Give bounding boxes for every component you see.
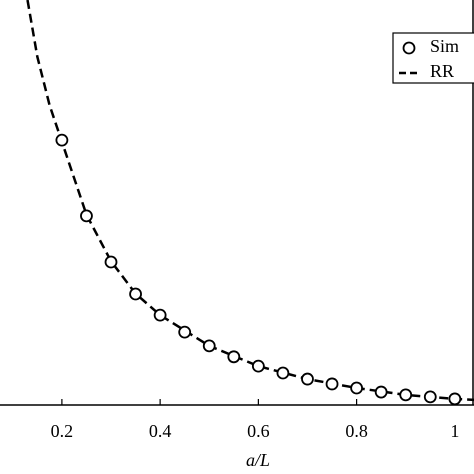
marker	[399, 388, 413, 402]
x-tick-label: 0.2	[51, 421, 74, 441]
line	[26, 0, 474, 402]
marker	[448, 392, 462, 405]
plot-area	[26, 0, 474, 405]
marker	[153, 308, 167, 322]
legend-box	[392, 32, 474, 84]
marker	[178, 325, 192, 339]
marker	[202, 339, 216, 353]
marker	[301, 372, 314, 386]
legend-label: Sim	[430, 36, 459, 56]
marker	[276, 366, 290, 380]
marker	[251, 359, 265, 373]
legend-label: RR	[430, 61, 454, 81]
marker	[227, 350, 241, 364]
marker	[104, 255, 118, 269]
marker	[350, 381, 364, 395]
x-axis-label: a/L	[246, 450, 270, 470]
marker	[80, 209, 93, 223]
x-tick-label: 0.8	[345, 421, 368, 441]
x-tick-label: 0.4	[149, 421, 172, 441]
x-tick-label: 0.6	[247, 421, 270, 441]
marker	[129, 287, 142, 301]
marker	[325, 377, 339, 391]
marker	[423, 390, 437, 404]
marker	[55, 133, 69, 147]
marker	[374, 385, 388, 399]
legend-marker	[402, 41, 416, 55]
x-tick-label: 1	[450, 421, 459, 441]
